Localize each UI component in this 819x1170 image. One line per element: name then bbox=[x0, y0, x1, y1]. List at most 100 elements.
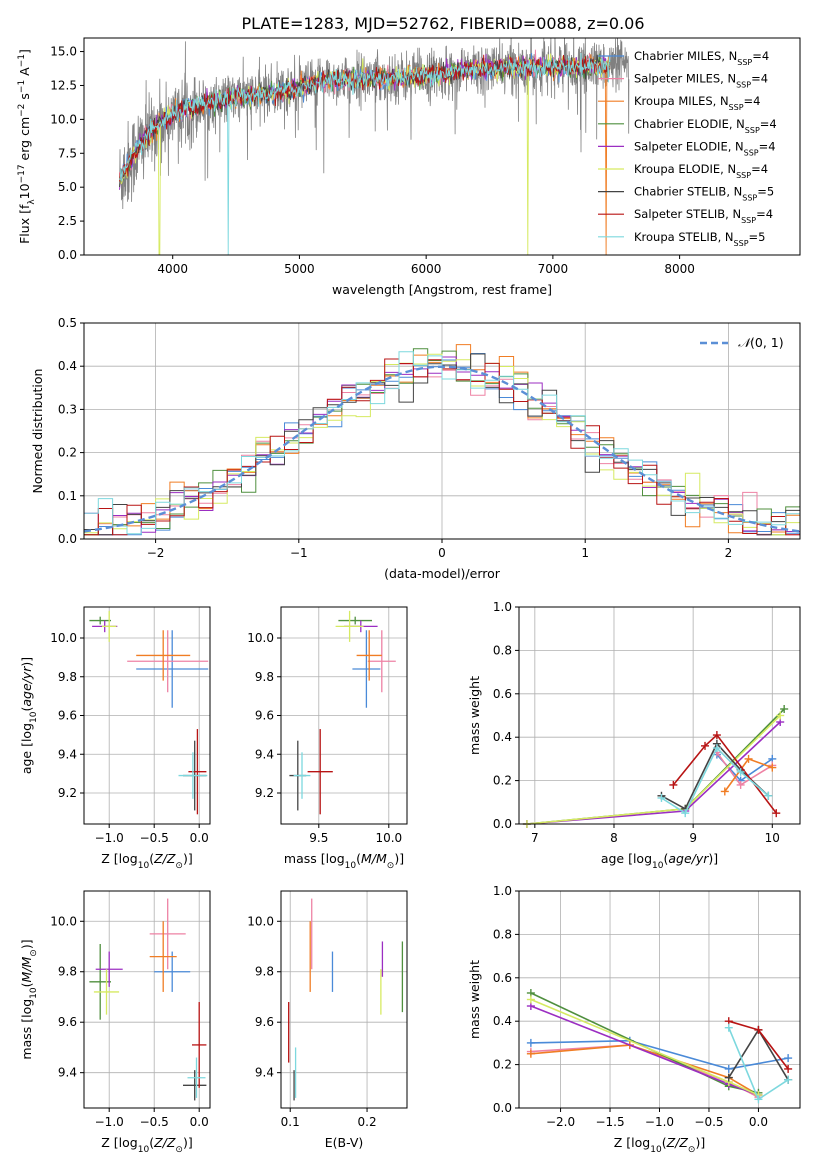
errorbar-point bbox=[192, 1002, 207, 1088]
x-tick-label: 0.0 bbox=[190, 831, 209, 845]
x-tick-label: −1.0 bbox=[95, 1115, 124, 1129]
x-axis-label: wavelength [Angstrom, rest frame] bbox=[332, 282, 552, 297]
x-axis-label: Z [log10(Z/Z⊙)] bbox=[101, 1135, 192, 1155]
age-vs-mass-axes bbox=[281, 607, 407, 824]
y-tick-label: 9.8 bbox=[255, 670, 274, 684]
errorbar-point bbox=[352, 630, 381, 708]
y-tick-label: 0.6 bbox=[493, 687, 512, 701]
age-vs-Z-errorbars bbox=[89, 610, 209, 815]
y-tick-label: 9.4 bbox=[58, 1066, 77, 1080]
y-tick-label: 10.0 bbox=[247, 914, 274, 928]
errorbar-point bbox=[187, 1057, 206, 1098]
errorbar-point bbox=[89, 943, 111, 1020]
weight-series bbox=[522, 711, 785, 828]
legend-label: Kroupa ELODIE, NSSP=4 bbox=[634, 162, 768, 180]
mass-vs-EBV-axes bbox=[281, 891, 407, 1108]
x-tick-label: −1.0 bbox=[645, 1115, 674, 1129]
errorbar-point bbox=[335, 610, 364, 642]
x-axis-label: age [log10(age/yr)] bbox=[601, 851, 718, 871]
y-tick-label: 10.0 bbox=[50, 631, 77, 645]
x-tick-label: 0.0 bbox=[190, 1115, 209, 1129]
x-tick-label: −2 bbox=[147, 546, 165, 560]
mass-vs-EBV-frame: 0.1 0.2 9.4 9.6 9.8 10.0 E(B-V) bbox=[247, 890, 408, 1150]
y-tick-label: 9.8 bbox=[255, 965, 274, 979]
y-tick-label: 9.8 bbox=[58, 670, 77, 684]
y-tick-label: 10.0 bbox=[50, 112, 77, 126]
weight-vs-age-frame: 7 8 9 10 0.0 0.2 0.4 0.6 0.8 1.0 age [log10(age/yr… bbox=[467, 600, 801, 871]
y-tick-label: 9.2 bbox=[255, 786, 274, 800]
y-tick-label: 0.6 bbox=[493, 971, 512, 985]
y-axis-label: age [log10(age/yr)] bbox=[19, 657, 39, 774]
x-tick-label: 8 bbox=[610, 831, 618, 845]
y-tick-label: 0.4 bbox=[493, 730, 512, 744]
residuals-frame: −2 −1 0 1 2 0.0 0.1 0.2 0.3 0.4 0.5 (data-model)/er… bbox=[30, 316, 801, 581]
x-axis-label: E(B-V) bbox=[325, 1135, 364, 1150]
figure-title: PLATE=1283, MJD=52762, FIBERID=0088, z=0… bbox=[241, 14, 644, 33]
weight-vs-Z-lines bbox=[526, 988, 793, 1104]
legend-label: Kroupa STELIB, NSSP=5 bbox=[634, 230, 765, 248]
x-tick-label: −0.5 bbox=[694, 1115, 723, 1129]
mass-vs-Z-frame: −1.0 −0.5 0.0 9.4 9.6 9.8 10.0 Z [log10(Z/Z⊙)] m… bbox=[19, 890, 211, 1155]
residuals-legend: 𝒩(0, 1) bbox=[700, 335, 784, 350]
legend-label: Salpeter STELIB, NSSP=4 bbox=[634, 207, 773, 225]
legend-label: 𝒩(0, 1) bbox=[738, 335, 784, 350]
y-tick-label: 0.0 bbox=[493, 817, 512, 831]
weight-vs-age-axes bbox=[519, 606, 800, 825]
y-tick-label: 0.4 bbox=[493, 1014, 512, 1028]
y-tick-label: 9.4 bbox=[58, 747, 77, 761]
y-tick-label: 1.0 bbox=[493, 600, 512, 614]
x-tick-label: 5000 bbox=[284, 262, 315, 276]
y-tick-label: 9.2 bbox=[58, 786, 77, 800]
x-tick-label: −2.0 bbox=[546, 1115, 575, 1129]
errorbar-point bbox=[102, 610, 117, 642]
errorbar-point bbox=[338, 616, 372, 625]
y-tick-label: 12.5 bbox=[50, 78, 77, 92]
y-tick-label: 0.2 bbox=[493, 774, 512, 788]
weight-vs-age-lines bbox=[522, 704, 789, 828]
errorbar-point bbox=[307, 729, 333, 815]
y-tick-label: 15.0 bbox=[50, 45, 77, 59]
legend-label: Salpeter MILES, NSSP=4 bbox=[634, 72, 768, 90]
errorbar-point bbox=[367, 630, 396, 693]
errorbar-point bbox=[356, 630, 382, 681]
y-axis-label: Normed distribution bbox=[30, 369, 45, 494]
y-tick-label: 5.0 bbox=[58, 180, 77, 194]
y-tick-label: 9.4 bbox=[255, 1066, 274, 1080]
mass-vs-Z-axes bbox=[84, 891, 210, 1108]
errorbar-point bbox=[149, 898, 186, 970]
y-tick-label: 0.0 bbox=[58, 532, 77, 546]
x-tick-label: 7000 bbox=[538, 262, 569, 276]
weight-series bbox=[522, 704, 789, 828]
legend-label: Chabrier ELODIE, NSSP=4 bbox=[634, 117, 777, 135]
y-tick-label: 7.5 bbox=[58, 146, 77, 160]
x-tick-label: 6000 bbox=[411, 262, 442, 276]
errorbar-point bbox=[183, 1070, 207, 1101]
normal-reference-curve bbox=[84, 365, 800, 533]
observed-spectrum bbox=[119, 38, 630, 210]
errorbar-point bbox=[95, 951, 123, 987]
x-tick-label: −1.5 bbox=[595, 1115, 624, 1129]
y-tick-label: 10.0 bbox=[247, 631, 274, 645]
age-vs-Z-axes bbox=[84, 607, 210, 824]
errorbar-point bbox=[89, 616, 111, 625]
errorbar-point bbox=[293, 752, 311, 799]
x-tick-label: 10 bbox=[765, 831, 780, 845]
y-tick-label: 9.8 bbox=[58, 965, 77, 979]
errorbar-point bbox=[149, 921, 177, 992]
axes-frame bbox=[83, 890, 211, 1109]
y-axis-label: mass [log10(M/M⊙)] bbox=[19, 939, 39, 1059]
errorbar-point bbox=[188, 729, 207, 815]
x-tick-label: 10.0 bbox=[375, 831, 402, 845]
residuals-plot-area bbox=[84, 344, 800, 536]
x-tick-label: 2 bbox=[725, 546, 733, 560]
age-vs-mass-errorbars bbox=[289, 610, 396, 815]
x-tick-label: 9.5 bbox=[309, 831, 328, 845]
y-tick-label: 0.1 bbox=[58, 489, 77, 503]
y-tick-label: 9.6 bbox=[255, 709, 274, 723]
model-spectrum bbox=[119, 54, 611, 182]
y-tick-label: 0.3 bbox=[58, 402, 77, 416]
x-tick-label: −0.5 bbox=[140, 831, 169, 845]
y-tick-label: 0.8 bbox=[493, 643, 512, 657]
legend-label: Chabrier MILES, NSSP=4 bbox=[634, 49, 769, 67]
